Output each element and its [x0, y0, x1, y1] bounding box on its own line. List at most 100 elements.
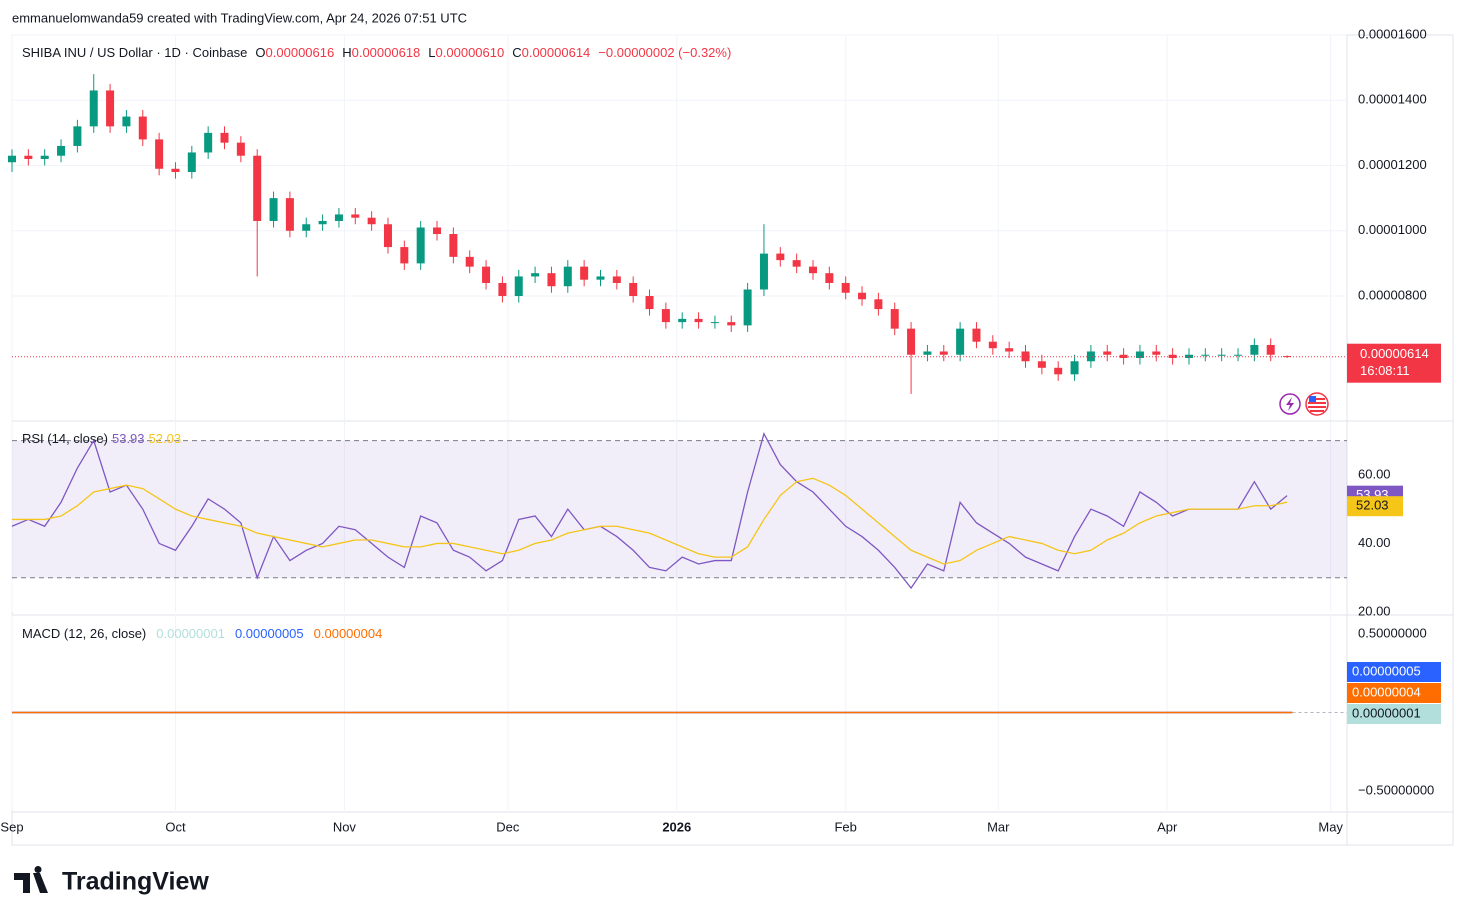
candle-body [661, 309, 670, 323]
candle-body [547, 273, 556, 287]
candle-body [792, 260, 801, 267]
candle-body [482, 266, 491, 283]
candle-body [580, 266, 589, 280]
y-tick-label: 0.00001600 [1358, 26, 1427, 41]
candle-body [809, 266, 817, 274]
candle-body [710, 322, 719, 324]
indicator-line [12, 477, 1288, 565]
candle-body [1103, 351, 1112, 355]
change-value: −0.00000002 (−0.32%) [598, 45, 731, 60]
legend-value: 0.00000005 [235, 626, 304, 641]
candle-body [874, 299, 883, 310]
candle-body [155, 139, 164, 169]
indicator-name: MACD (12, 26, close) [22, 626, 146, 641]
candle-body [122, 116, 131, 127]
price-badge-countdown: 16:08:11 [1360, 363, 1410, 378]
candle-body [531, 273, 540, 277]
candle-body [1005, 348, 1014, 352]
candle-body [40, 155, 49, 159]
candle-body [1168, 354, 1177, 359]
candle-body [465, 256, 474, 267]
candle-body [841, 282, 850, 293]
candle-body [383, 224, 392, 248]
candle-body [988, 341, 997, 349]
candle-body [1266, 344, 1275, 355]
candle-body [939, 351, 948, 355]
ohlc-value: 0.00000614 [522, 45, 591, 60]
price-badge-value: 0.00000614 [1360, 346, 1429, 361]
y-tick-label: 0.00001200 [1358, 157, 1427, 172]
candle-body [269, 198, 278, 221]
ohlc-value: 0.00000618 [352, 45, 421, 60]
axis-badge-value: 0.00000005 [1352, 663, 1421, 678]
indicator-name: RSI (14, close) [22, 431, 108, 446]
rsi-band [12, 440, 1347, 578]
candle-body [776, 253, 785, 261]
candle-body [890, 309, 899, 329]
logo-text: TradingView [62, 868, 209, 896]
candle-body [1152, 351, 1161, 355]
candle-body [1070, 361, 1079, 375]
candle-body [825, 273, 834, 283]
candle-body [759, 253, 768, 290]
tradingview-logo: TradingView [14, 866, 209, 896]
legend-value: 0.00000004 [314, 626, 383, 641]
candle-body [1217, 354, 1226, 356]
candle-body [1250, 344, 1259, 355]
candle-body [24, 155, 33, 159]
candle-body [645, 296, 654, 310]
attribution: emmanuelomwanda59 created with TradingVi… [12, 10, 467, 25]
candle-body [367, 217, 376, 225]
x-tick-label: Oct [165, 819, 186, 834]
candle-body [433, 227, 442, 235]
candle-body [351, 214, 360, 218]
candle-body [858, 292, 867, 300]
ohlc-label: H [342, 45, 351, 60]
candle-body [1086, 351, 1095, 362]
candle-body [743, 289, 752, 326]
legend-value: 52.03 [149, 431, 182, 446]
candle-body [220, 132, 229, 143]
axis-badge-value: 0.00000004 [1352, 684, 1421, 699]
candle-body [1021, 351, 1030, 362]
ohlc-value: 0.00000616 [266, 45, 335, 60]
x-tick-label: Mar [987, 819, 1010, 834]
x-tick-label: Feb [834, 819, 856, 834]
x-tick-label: 2026 [662, 819, 691, 834]
candle-body [416, 227, 425, 264]
candle-body [956, 328, 965, 355]
indicator-line [11, 431, 1288, 590]
axis-badge-value: 52.03 [1356, 498, 1389, 513]
candle-body [57, 145, 66, 156]
indicator-title: RSI (14, close) 53.93 52.03 [22, 431, 181, 446]
x-tick-label: May [1318, 819, 1343, 834]
candle-body [694, 318, 703, 323]
candle-body [514, 276, 523, 297]
y-tick-label: 0.00000800 [1358, 287, 1427, 302]
axis-badge [1347, 662, 1441, 682]
candle-body [727, 322, 736, 326]
candle-body [612, 276, 621, 283]
candle-body [236, 142, 245, 156]
candle-body [972, 328, 981, 342]
y-tick-label: 20.00 [1358, 603, 1391, 618]
candle-body [400, 247, 409, 264]
ohlc-label: O [255, 45, 265, 60]
frame [11, 34, 1454, 846]
legend-value: 53.93 [112, 431, 145, 446]
y-tick-label: 40.00 [1358, 535, 1391, 550]
candle-body [89, 90, 98, 127]
candle-body [923, 351, 932, 355]
y-tick-label: 0.00001400 [1358, 92, 1427, 107]
candle-body [171, 168, 180, 173]
candle-body [1054, 367, 1063, 375]
candle-body [563, 266, 572, 287]
x-tick-label: Nov [333, 819, 357, 834]
candle-body [106, 90, 115, 127]
y-tick-label: 0.00001000 [1358, 222, 1427, 237]
x-tick-label: Sep [0, 819, 23, 834]
candle-body [334, 214, 343, 221]
candle-body [1201, 354, 1210, 356]
legend-value: 0.00000001 [156, 626, 225, 641]
candle-body [187, 152, 196, 173]
